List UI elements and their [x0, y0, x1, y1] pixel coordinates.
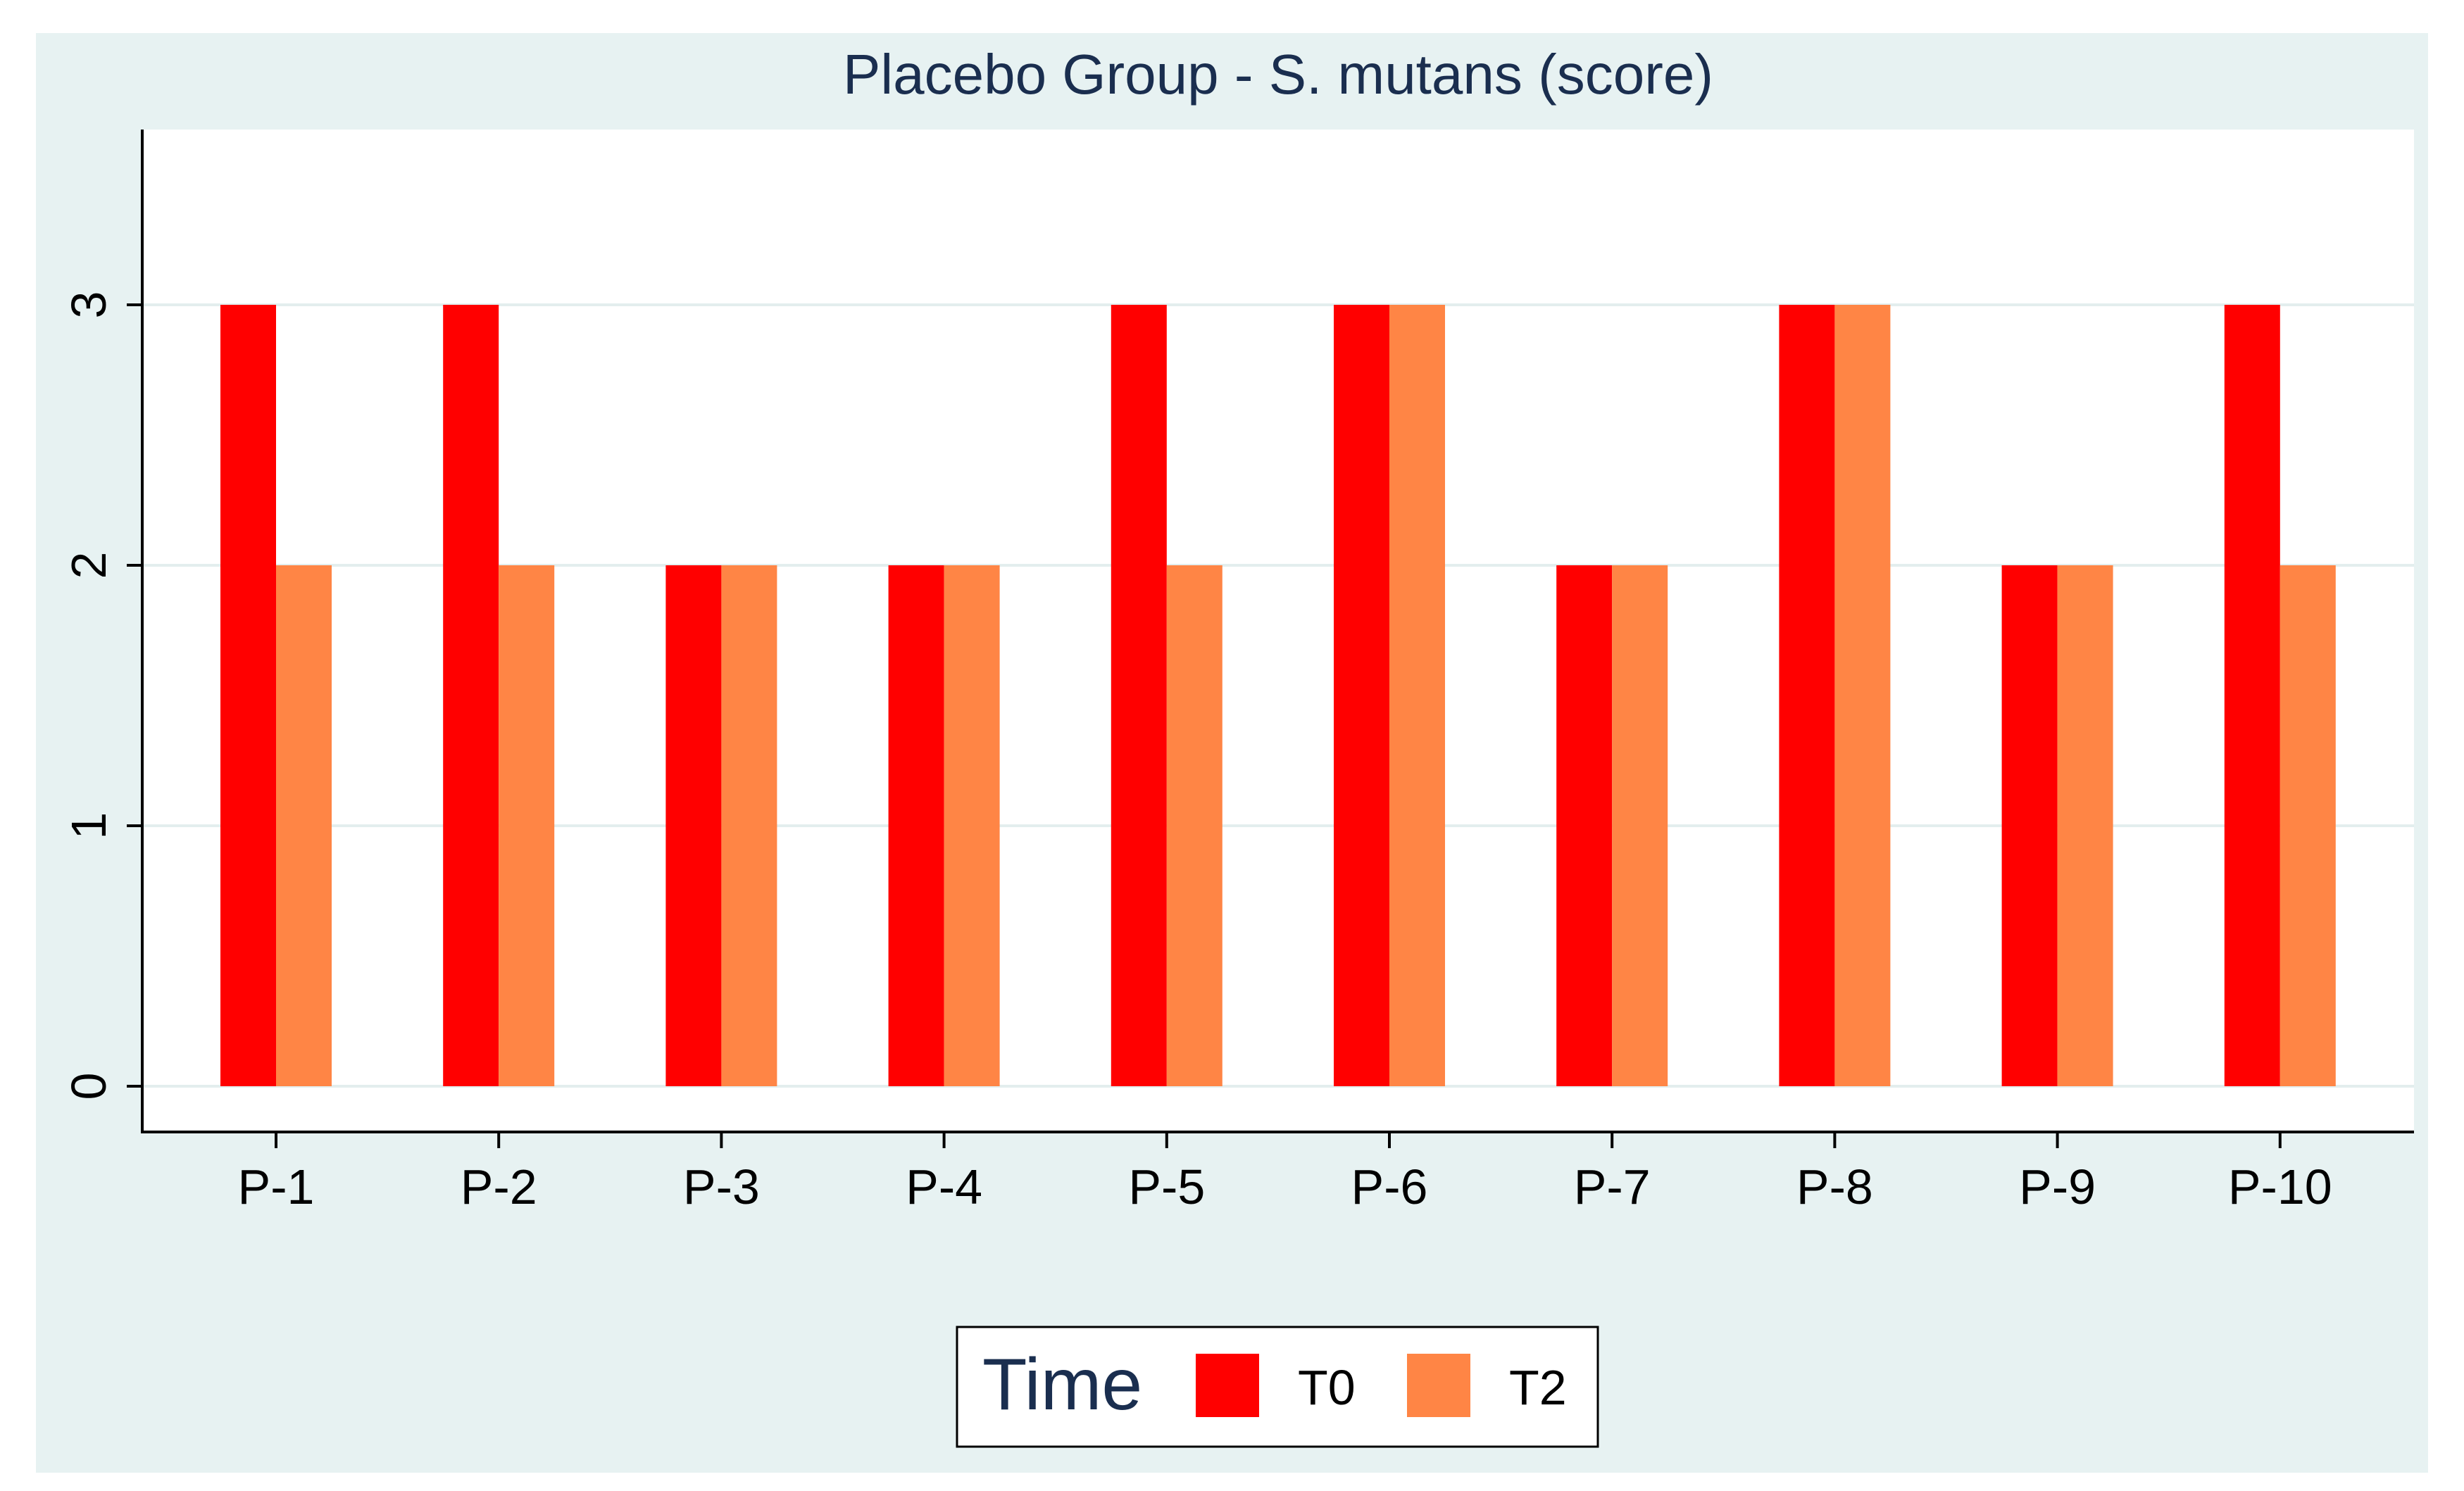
bar-t0-p-2	[443, 305, 499, 1086]
bar-t2-p-5	[1166, 565, 1222, 1086]
bar-t2-p-2	[499, 565, 555, 1086]
legend-label-t2: T2	[1509, 1360, 1567, 1415]
x-tick-label: P-3	[683, 1159, 760, 1214]
bar-t0-p-8	[1779, 305, 1835, 1086]
x-tick-label: P-8	[1796, 1159, 1873, 1214]
bar-t0-p-5	[1111, 305, 1167, 1086]
bars	[220, 305, 2336, 1086]
x-tick-label: P-5	[1128, 1159, 1205, 1214]
bar-t2-p-9	[2057, 565, 2113, 1086]
bar-t2-p-4	[944, 565, 1000, 1086]
x-tick-label: P-9	[2019, 1159, 2096, 1214]
bar-t0-p-4	[888, 565, 944, 1086]
chart-title: Placebo Group - S. mutans (score)	[843, 43, 1713, 106]
x-tick-label: P-7	[1574, 1159, 1651, 1214]
bar-t2-p-1	[276, 565, 332, 1086]
bar-t0-p-1	[220, 305, 276, 1086]
bar-t2-p-10	[2279, 565, 2336, 1086]
bar-t0-p-3	[665, 565, 722, 1086]
x-axis-ticks: P-1 P-2 P-3 P-4 P-5 P-6 P-7 P-8 P-9 P-10	[238, 1132, 2332, 1214]
bar-t2-p-8	[1834, 305, 1891, 1086]
y-tick-label: 0	[61, 1073, 116, 1100]
bar-t0-p-10	[2224, 305, 2280, 1086]
x-tick-label: P-10	[2228, 1159, 2332, 1214]
legend-title: Time	[982, 1344, 1142, 1426]
bar-t2-p-3	[721, 565, 777, 1086]
y-tick-label: 1	[61, 812, 116, 840]
legend-swatch-t0	[1196, 1354, 1259, 1417]
bar-t0-p-9	[2001, 565, 2058, 1086]
legend-label-t0: T0	[1298, 1360, 1356, 1415]
legend-box	[956, 1326, 1599, 1448]
legend-swatch-t2	[1407, 1354, 1470, 1417]
x-tick-label: P-4	[906, 1159, 982, 1214]
x-tick-label: P-6	[1351, 1159, 1428, 1214]
bar-t2-p-6	[1389, 305, 1445, 1086]
y-tick-label: 2	[61, 552, 116, 579]
y-tick-label: 3	[61, 291, 116, 319]
bar-t0-p-6	[1334, 305, 1389, 1086]
bar-t2-p-7	[1612, 565, 1668, 1086]
legend: Time T0 T2	[956, 1326, 1599, 1448]
x-tick-label: P-2	[461, 1159, 537, 1214]
y-axis-ticks: 0 1 2 3	[61, 291, 142, 1100]
x-tick-label: P-1	[238, 1159, 315, 1214]
bar-t0-p-7	[1556, 565, 1613, 1086]
